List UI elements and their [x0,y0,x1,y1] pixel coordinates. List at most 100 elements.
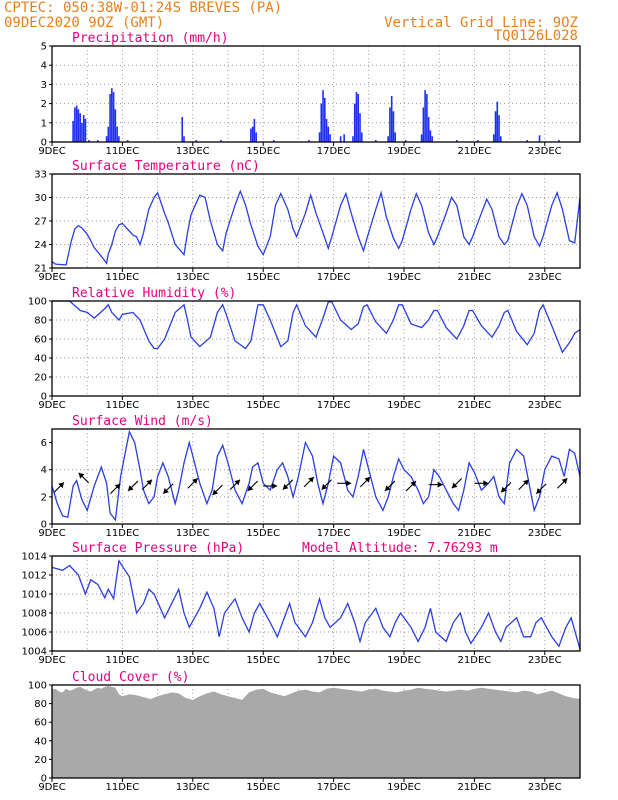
surface-wind-xtick-label: 21DEC [458,528,492,539]
surface-pressure-xtick-label: 9DEC [38,655,65,666]
wind-arrow [247,480,258,492]
header: CPTEC: 050:38W-01:24S BREVES (PA) 09DEC2… [4,0,578,44]
surface-pressure-xtick-label: 23DEC [528,655,562,666]
wind-arrow-head [212,489,219,495]
precipitation-xtick-label: 11DEC [106,146,140,157]
precip-bar [352,136,354,142]
wind-arrow [162,483,174,495]
precip-bar [355,92,358,142]
cloud-cover-xtick-label: 11DEC [106,782,140,793]
surface-pressure-xtick-label: 19DEC [387,655,421,666]
surface-pressure-frame [51,555,581,652]
relative-humidity-ytick-label: 80 [34,316,47,327]
surface-pressure-ytick-label: 1008 [22,609,47,620]
precip-bar [116,126,118,142]
cloud-cover-xtick-label: 19DEC [387,782,421,793]
surface-wind-xtick-label: 17DEC [317,528,351,539]
precip-bar [422,107,425,142]
relative-humidity-panel: 0 20 40 60 80 100 9DEC 11DEC 13DEC 15DEC 17DEC 19DE… [28,286,581,411]
relative-humidity-line [52,300,581,354]
wind-arrow-head [128,485,134,491]
wind-arrow [405,480,417,492]
wind-arrow-head [364,477,371,483]
wind-arrow [53,482,65,493]
surface-wind-xtick-label: 11DEC [106,528,140,539]
surface-temperature-ytick-label: 21 [34,264,47,275]
precipitation-xtick-label: 21DEC [458,146,492,157]
precip-bar [74,107,76,142]
precip-bar [538,135,541,142]
surface-pressure-ytick-label: 1012 [22,571,47,582]
precip-bar [79,113,81,142]
wind-arrow [384,480,396,492]
precip-bar [250,128,252,142]
precip-bar [324,97,326,142]
precipitation-ytick-label: 3 [41,80,47,91]
precip-bar [88,140,90,142]
cloud-cover-ytick-label: 0 [41,774,47,785]
surface-temperature-xtick-label: 19DEC [387,272,421,283]
relative-humidity-xtick-label: 19DEC [387,400,421,411]
surface-pressure-xtick-label: 21DEC [458,655,492,666]
cloud-cover-area [52,685,580,778]
surface-temperature-ytick-label: 24 [34,240,47,251]
relative-humidity-ytick-label: 100 [28,297,47,308]
wind-arrow-head [114,483,121,490]
panels: 0 1 2 3 4 5 9DEC 11DEC 13DEC 15DEC 17DEC 19DEC 21DEC… [22,31,581,793]
wind-arrow [110,483,121,495]
precip-bar [111,88,113,142]
wind-arrow [451,477,463,489]
wind-arrow [141,479,153,490]
precip-bar [329,134,331,142]
header-datetime: 09DEC2020 9OZ (GMT) [4,15,164,31]
surface-wind-line [51,429,581,522]
precipitation-panel: 0 1 2 3 4 5 9DEC 11DEC 13DEC 15DEC 17DEC 19DEC 21DEC… [38,31,581,157]
surface-temperature-ytick-label: 27 [34,217,47,228]
precip-bar [325,118,328,142]
relative-humidity-xtick-label: 13DEC [176,400,210,411]
surface-wind-ytick-label: 0 [41,520,47,531]
cloud-cover-xtick-label: 9DEC [38,782,65,793]
precip-bar [220,140,222,142]
precipitation-ytick-label: 0 [41,138,47,149]
surface-temperature-title: Surface Temperature (nC) [72,159,260,174]
surface-temperature-line [51,189,581,266]
surface-wind-xtick-label: 19DEC [387,528,421,539]
wind-arrow-head [523,479,529,486]
precip-bar [308,140,310,142]
precip-bar [318,132,321,142]
cloud-cover-xtick-label: 13DEC [176,782,210,793]
wind-arrow [263,483,278,489]
wind-arrow-head [321,483,328,490]
wind-arrow-head [536,488,542,494]
surface-temperature-xtick-label: 15DEC [246,272,280,283]
surface-temperature-panel: 21 24 27 30 33 9DEC 11DEC 13DEC 15DEC 17DEC 19DEC 2… [34,159,581,283]
wind-arrow-head [163,488,169,494]
cloud-cover-panel: 0 20 40 60 80 100 9DEC 11DEC 13DEC 15DEC 17DEC 19DE… [28,670,581,793]
precip-bar [343,134,345,142]
surface-wind-xtick-label: 9DEC [38,528,65,539]
wind-arrow [518,479,530,490]
wind-arrow-head [410,481,416,487]
precip-bar [181,117,184,142]
cloud-cover-ytick-label: 80 [34,699,47,710]
header-grid-line: Vertical Grid Line: 9OZ [384,15,578,31]
surface-wind-xtick-label: 15DEC [246,528,280,539]
precip-bar [107,126,110,142]
relative-humidity-xtick-label: 9DEC [38,400,65,411]
precipitation-xtick-label: 15DEC [246,146,280,157]
cloud-cover-ytick-label: 20 [34,755,47,766]
precip-bar [272,140,275,142]
precip-bar [394,132,396,142]
relative-humidity-xtick-label: 15DEC [246,400,280,411]
relative-humidity-ytick-label: 40 [34,354,47,365]
surface-temperature-xtick-label: 9DEC [38,272,65,283]
cloud-cover-title: Cloud Cover (%) [72,670,189,685]
precip-bar [477,140,479,142]
wind-arrow [187,477,199,489]
precip-bar [320,103,323,142]
surface-pressure-xtick-label: 15DEC [246,655,280,666]
wind-arrow [500,482,512,493]
wind-arrow [78,472,90,484]
wind-arrow-head [501,486,507,493]
